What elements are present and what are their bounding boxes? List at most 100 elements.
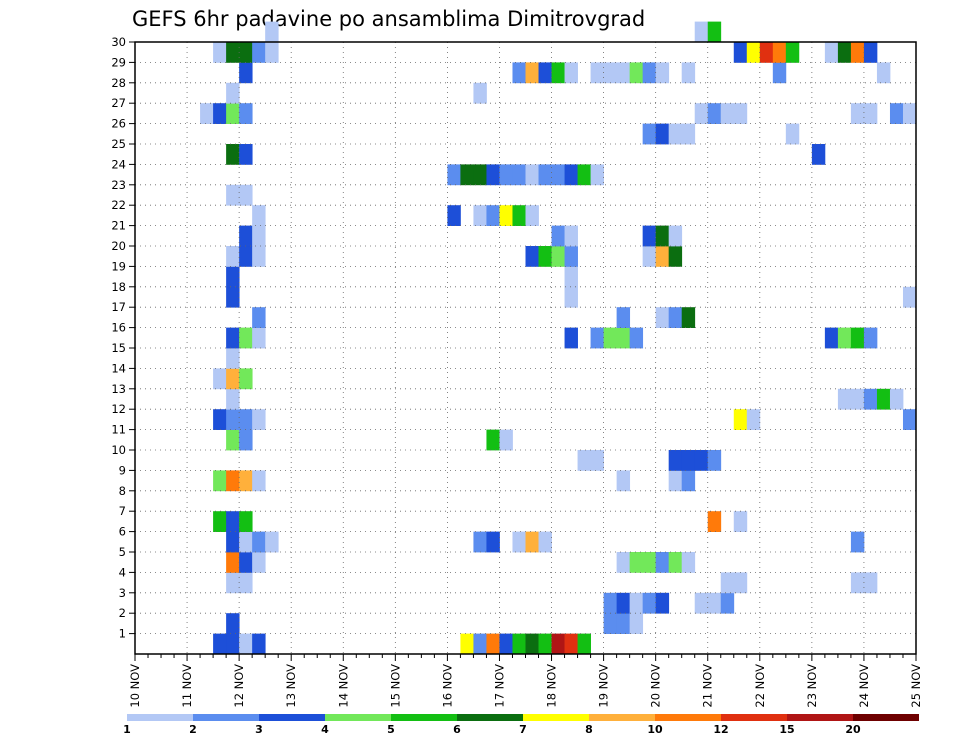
heatmap-cell (642, 225, 657, 247)
heatmap-cell (499, 164, 513, 186)
heatmap-cell (252, 409, 266, 430)
y-tick-label: 18 (111, 280, 126, 294)
heatmap-cell (590, 164, 604, 186)
heatmap-cell (681, 450, 696, 471)
legend-swatch (457, 714, 523, 721)
y-tick-label: 15 (111, 341, 126, 355)
heatmap-cell (616, 613, 631, 634)
y-tick-label: 23 (111, 178, 126, 192)
heatmap-cell (863, 327, 878, 349)
heatmap-cell (876, 62, 891, 84)
heatmap-cell (733, 511, 748, 532)
heatmap-cell (642, 592, 657, 614)
heatmap-cell (473, 531, 487, 553)
heatmap-cell (226, 531, 240, 553)
legend-label: 3 (255, 723, 263, 736)
heatmap-cell (252, 42, 266, 63)
heatmap-cell (226, 144, 240, 165)
heatmap-cell (707, 592, 722, 614)
x-tick-label: 23 NOV (805, 664, 819, 708)
heatmap-cell (473, 164, 487, 186)
y-tick-label: 3 (119, 586, 126, 600)
heatmap-cell (564, 225, 578, 247)
heatmap-cell (707, 450, 722, 471)
heatmap-cell (252, 633, 266, 655)
y-tick-label: 25 (111, 137, 126, 151)
heatmap-cell (733, 103, 748, 124)
heatmap-cell (629, 327, 644, 349)
heatmap-cell (746, 409, 761, 430)
heatmap-cell (603, 613, 618, 634)
heatmap-cell (655, 307, 670, 328)
heatmap-cell (525, 246, 539, 267)
heatmap-cell (525, 633, 539, 655)
heatmap-cell (629, 592, 644, 614)
heatmap-cell (746, 42, 761, 63)
heatmap-cell (538, 164, 552, 186)
heatmap-cell (629, 62, 644, 84)
heatmap-cell (850, 103, 865, 124)
heatmap-cell (642, 123, 657, 145)
y-tick-label: 14 (111, 361, 126, 375)
heatmap-cell (850, 388, 865, 410)
heatmap-cell (642, 552, 657, 573)
y-tick-label: 8 (119, 484, 126, 498)
heatmap-cell (902, 286, 917, 308)
heatmap-cell (239, 225, 253, 247)
heatmap-cell (447, 164, 461, 186)
legend-swatch (127, 714, 193, 721)
y-tick-label: 10 (111, 443, 126, 457)
y-tick-label: 21 (111, 219, 126, 233)
heatmap-cell (239, 552, 253, 573)
heatmap-cell (460, 633, 474, 655)
y-tick-label: 5 (119, 545, 126, 559)
y-tick-label: 11 (111, 423, 126, 437)
y-tick-label: 12 (111, 402, 126, 416)
heatmap-cell (603, 62, 618, 84)
y-tick-label: 19 (111, 259, 126, 273)
heatmap-cell (564, 62, 578, 84)
heatmap-cell (707, 511, 722, 532)
heatmap-cell (512, 164, 526, 186)
heatmap-cell (668, 246, 683, 267)
heatmap-cell (239, 470, 253, 492)
x-tick-label: 21 NOV (701, 664, 715, 708)
heatmap-cell (785, 123, 800, 145)
heatmap-cell (226, 286, 240, 308)
heatmap-cell (473, 633, 487, 655)
y-tick-label: 17 (111, 300, 126, 314)
legend-label: 7 (519, 723, 527, 736)
heatmap-cell (837, 42, 852, 63)
heatmap-cell (538, 246, 552, 267)
heatmap-cell (486, 633, 500, 655)
heatmap-cell (239, 42, 253, 63)
x-tick-label: 19 NOV (597, 664, 611, 708)
heatmap-cell (850, 572, 865, 594)
heatmap-cell (499, 205, 513, 226)
heatmap-cell (239, 368, 253, 390)
heatmap-cell (226, 633, 240, 655)
x-tick-label: 12 NOV (232, 664, 246, 708)
heatmap-cell (512, 62, 526, 84)
heatmap-cell (668, 470, 683, 492)
heatmap-cell (239, 511, 253, 532)
y-tick-label: 22 (111, 198, 126, 212)
heatmap-cell (499, 429, 513, 451)
legend-swatch (787, 714, 853, 721)
heatmap-cell (473, 205, 487, 226)
legend-label: 10 (647, 723, 663, 736)
heatmap-cell (733, 409, 748, 430)
heatmap-cell (551, 62, 565, 84)
legend-label: 4 (321, 723, 329, 736)
heatmap-cell (720, 572, 735, 594)
heatmap-cell (889, 388, 904, 410)
heatmap-cell (642, 246, 657, 267)
heatmap-cell (512, 205, 526, 226)
heatmap-cell (694, 592, 709, 614)
heatmap-cell (668, 450, 683, 471)
y-tick-label: 4 (119, 565, 126, 579)
heatmap-cell (213, 409, 227, 430)
legend-label: 15 (779, 723, 794, 736)
heatmap-cell (668, 123, 683, 145)
heatmap-cell (759, 42, 774, 63)
